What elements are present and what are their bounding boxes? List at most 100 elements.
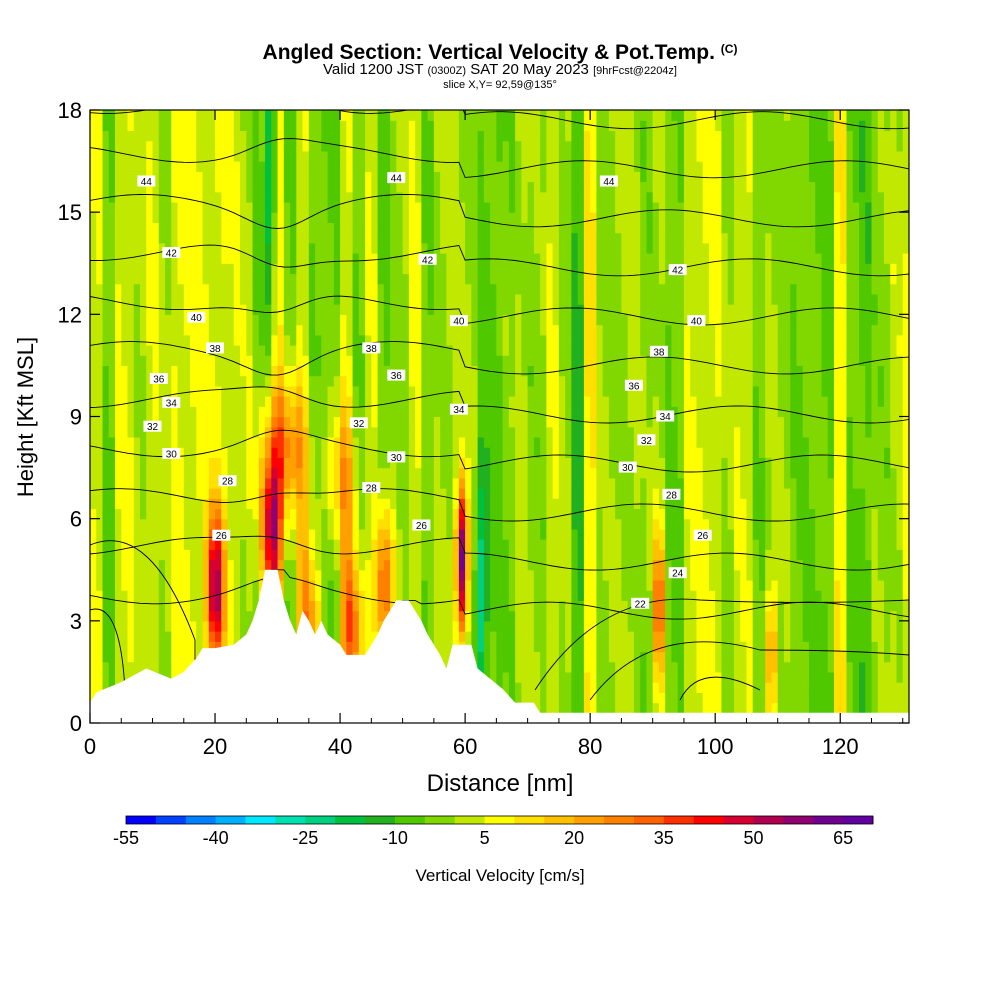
velocity-cell [127, 181, 135, 193]
velocity-cell [152, 631, 160, 642]
velocity-cell [165, 590, 172, 601]
velocity-cell [408, 222, 416, 234]
velocity-cell [290, 590, 297, 601]
velocity-cell [140, 508, 147, 520]
velocity-cell [208, 334, 216, 346]
velocity-cell [502, 406, 510, 418]
velocity-cell [302, 549, 310, 561]
velocity-cell [171, 120, 179, 132]
velocity-cell [440, 498, 447, 510]
velocity-cell [290, 191, 297, 203]
velocity-cell [102, 539, 110, 550]
velocity-cell [440, 273, 447, 285]
velocity-cell [283, 457, 291, 469]
velocity-cell [477, 130, 485, 142]
velocity-cell [408, 150, 416, 162]
velocity-cell [552, 610, 560, 622]
velocity-cell [171, 232, 179, 244]
velocity-cell [352, 631, 360, 642]
velocity-cell [290, 508, 297, 520]
velocity-cell [552, 293, 560, 305]
velocity-cell [240, 498, 247, 510]
velocity-cell [596, 232, 604, 244]
velocity-cell [252, 150, 260, 162]
velocity-cell [227, 375, 235, 387]
velocity-cell [608, 641, 616, 653]
velocity-cell [415, 130, 422, 142]
velocity-cell [490, 467, 497, 479]
velocity-cell [396, 201, 404, 213]
velocity-cell [540, 334, 547, 346]
velocity-cell [496, 528, 504, 540]
velocity-cell [590, 232, 597, 244]
velocity-cell [496, 181, 504, 193]
velocity-cell [146, 579, 154, 591]
velocity-cell [490, 110, 497, 121]
velocity-cell [552, 579, 560, 591]
velocity-cell [196, 610, 204, 622]
velocity-cell [508, 222, 516, 234]
velocity-cell [302, 161, 310, 172]
velocity-cell [321, 385, 329, 397]
velocity-cell [90, 671, 97, 683]
velocity-cell [265, 498, 272, 510]
velocity-cell [227, 498, 235, 510]
velocity-cell [96, 539, 104, 550]
velocity-cell [152, 396, 160, 407]
velocity-cell [583, 477, 591, 489]
velocity-cell [246, 579, 254, 591]
velocity-cell [283, 416, 291, 428]
velocity-cell [590, 488, 597, 499]
velocity-cell [596, 293, 604, 305]
velocity-cell [283, 314, 291, 326]
velocity-cell [190, 539, 197, 550]
velocity-cell [596, 273, 604, 285]
velocity-cell [283, 161, 291, 172]
velocity-cell [527, 232, 535, 244]
velocity-cell [508, 590, 516, 601]
velocity-cell [565, 385, 572, 397]
velocity-cell [133, 273, 141, 285]
velocity-cell [471, 385, 479, 397]
velocity-cell [127, 140, 135, 152]
velocity-cell [240, 620, 247, 632]
velocity-cell [483, 457, 491, 469]
velocity-cell [127, 304, 135, 315]
velocity-cell [333, 242, 341, 254]
velocity-cell [90, 232, 97, 244]
velocity-cell [446, 436, 454, 448]
velocity-cell [396, 559, 404, 571]
velocity-cell [321, 324, 329, 336]
velocity-cell [421, 579, 429, 591]
velocity-cell [265, 242, 272, 254]
velocity-cell [190, 201, 197, 213]
velocity-cell [571, 120, 579, 132]
velocity-cell [602, 293, 610, 305]
velocity-cell [352, 140, 360, 152]
velocity-cell [440, 631, 447, 642]
velocity-cell [515, 641, 522, 653]
velocity-cell [208, 263, 216, 275]
velocity-cell [352, 273, 360, 285]
velocity-cell [408, 477, 416, 489]
velocity-cell [371, 130, 379, 142]
velocity-cell [371, 201, 379, 213]
velocity-cell [440, 293, 447, 305]
velocity-cell [196, 467, 204, 479]
velocity-cell [565, 528, 572, 540]
velocity-cell [552, 120, 560, 132]
velocity-cell [177, 498, 185, 510]
velocity-cell [177, 518, 185, 530]
velocity-cell [590, 161, 597, 172]
velocity-cell [327, 518, 335, 530]
velocity-cell [515, 242, 522, 254]
velocity-cell [502, 355, 510, 367]
velocity-cell [502, 181, 510, 193]
velocity-cell [352, 528, 360, 540]
velocity-cell [283, 539, 291, 550]
velocity-cell [265, 396, 272, 407]
velocity-cell [471, 416, 479, 428]
velocity-cell [496, 477, 504, 489]
velocity-cell [383, 528, 391, 540]
velocity-cell [283, 171, 291, 183]
